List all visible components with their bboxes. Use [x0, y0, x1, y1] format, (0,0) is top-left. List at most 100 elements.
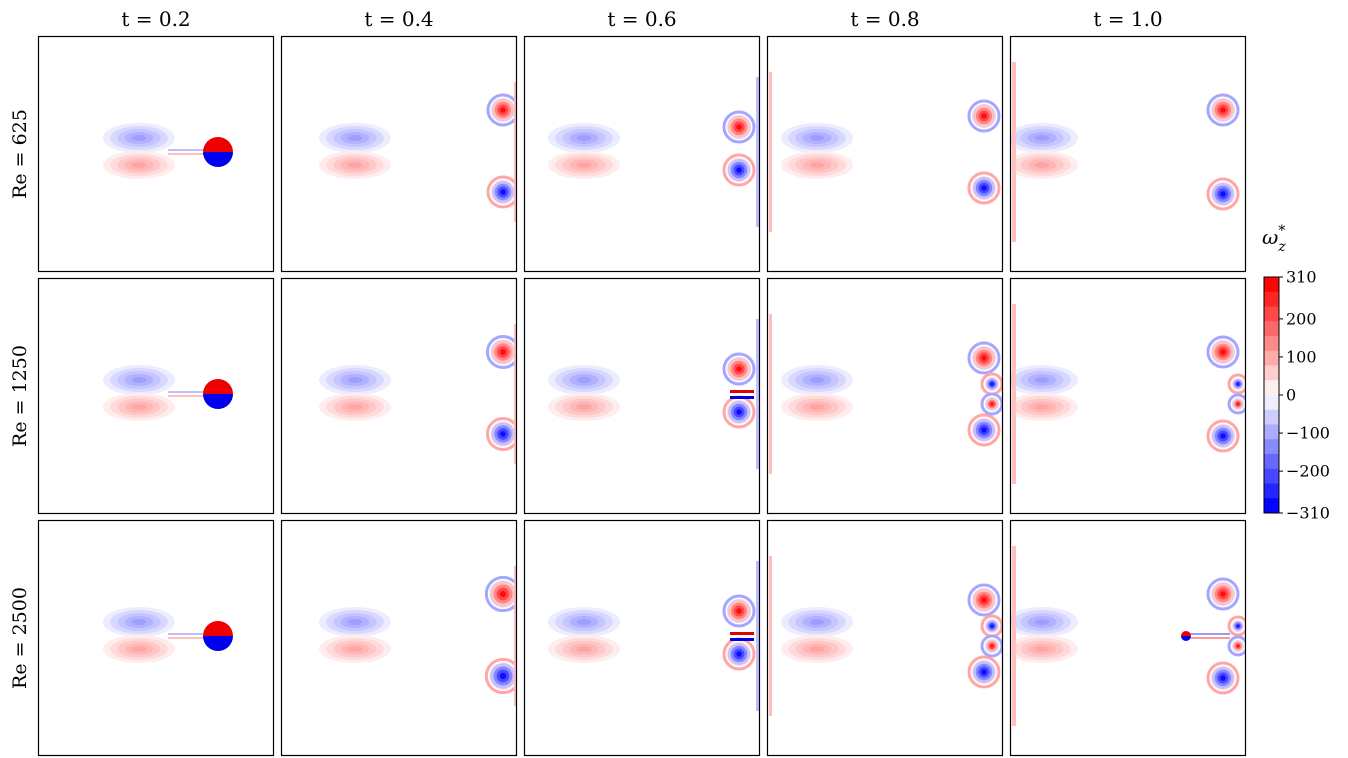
contour-level: [990, 382, 994, 386]
column-title: t = 0.2: [121, 7, 190, 31]
wall-vorticity-layer: [1012, 546, 1016, 726]
lower-vortex-region: [1010, 151, 1078, 179]
vortex-halo: [967, 583, 1001, 617]
vortex-core: [1233, 399, 1243, 409]
panel-frame: [523, 519, 761, 757]
colorbar: 310 200 100 0 −100 −200 −310 ω* z: [1262, 223, 1330, 523]
row-title: Re = 2500: [9, 587, 31, 689]
shear-layer: [168, 149, 208, 151]
contour-level: [736, 608, 742, 614]
contour-level: [1034, 377, 1050, 383]
vortex-core: [973, 347, 995, 369]
contour-level: [736, 167, 742, 173]
colorbar-tick-label: 0: [1286, 386, 1296, 405]
upper-vortex-region: [103, 123, 175, 153]
wall-vorticity-layer: [514, 82, 517, 222]
colorbar-tick-label: −310: [1286, 504, 1330, 523]
lower-vortex-region: [319, 151, 391, 179]
upper-vortex-region: [781, 365, 853, 395]
jet-vortex-positive: [203, 379, 233, 394]
contour-level: [1236, 402, 1240, 406]
vorticity-field: [1010, 304, 1246, 484]
vortex-core: [973, 661, 995, 683]
vortex-halo: [722, 594, 756, 628]
panel: [1009, 277, 1247, 515]
vortex-core: [728, 116, 750, 138]
panel-background: [281, 36, 517, 272]
vorticity-field: [319, 566, 517, 706]
contour-level: [809, 377, 825, 383]
upper-vortex-region: [781, 123, 853, 153]
lower-vortex-region: [319, 635, 391, 663]
panel: [1009, 519, 1247, 757]
colorbar-level: [1264, 277, 1279, 293]
vortex-halo: [484, 575, 517, 613]
vortex-core: [986, 398, 998, 410]
vortex-halo: [1206, 335, 1240, 369]
vortex-core: [728, 401, 750, 423]
contour-level: [576, 646, 592, 652]
vortex-core: [728, 643, 750, 665]
wall-vorticity-layer: [514, 324, 517, 464]
vorticity-field: [548, 319, 759, 469]
row-title: Re = 625: [9, 109, 31, 199]
vortex-halo: [967, 99, 1001, 133]
contour-level: [990, 624, 994, 628]
upper-vortex-region: [1010, 365, 1078, 395]
vortex-halo: [1227, 373, 1246, 395]
contour-level: [1034, 646, 1050, 652]
colorbar-tick-label: −100: [1286, 424, 1330, 443]
vorticity-field: [769, 556, 1003, 716]
vortex-halo: [485, 334, 517, 370]
contour-level: [1034, 619, 1050, 625]
panel-background: [281, 520, 517, 756]
contour-level: [347, 377, 363, 383]
contour-level: [131, 162, 147, 168]
contour-level: [1220, 349, 1226, 355]
contour-level: [981, 427, 987, 433]
colorbar-level: [1264, 380, 1279, 396]
wall-vorticity-layer: [1012, 304, 1016, 484]
vortex-core: [728, 159, 750, 181]
upper-vortex-region: [319, 365, 391, 395]
contour-level: [809, 404, 825, 410]
contour-level: [1220, 107, 1226, 113]
lower-vortex-region: [1010, 635, 1078, 663]
colorbar-level: [1264, 424, 1279, 440]
panel-frame: [37, 519, 275, 757]
wall-vorticity-layer: [514, 566, 517, 706]
jet-vortex-negative: [1181, 636, 1191, 641]
contour-level: [347, 619, 363, 625]
vorticity-field: [103, 365, 233, 421]
colorbar-level: [1264, 365, 1279, 381]
panel: [1009, 35, 1247, 273]
upper-vortex-region: [781, 607, 853, 637]
colorbar-title-sub: z: [1277, 239, 1286, 255]
jet-vortex-positive: [203, 621, 233, 636]
contour-level: [347, 135, 363, 141]
contour-level: [809, 619, 825, 625]
panel-background: [524, 36, 760, 272]
panel-frame: [37, 35, 275, 273]
colorbar-level: [1264, 483, 1279, 499]
shear-layer: [168, 637, 208, 639]
wall-vorticity-layer: [1012, 62, 1016, 242]
lower-vortex-region: [103, 635, 175, 663]
vortex-halo: [486, 175, 517, 209]
jet-vortex-negative: [203, 394, 233, 409]
colorbar-title-symbol: ω: [1262, 225, 1278, 249]
panel: [37, 35, 275, 273]
vorticity-field: [103, 607, 233, 663]
contour-level: [736, 366, 742, 372]
wall-vorticity-layer: [756, 77, 759, 227]
vortex-core: [1233, 379, 1243, 389]
panel: [280, 35, 518, 273]
vortex-core: [490, 663, 516, 689]
vortex-core: [973, 177, 995, 199]
column-titles: t = 0.2 t = 0.4 t = 0.6 t = 0.8 t = 1.0: [121, 7, 1162, 31]
vortex-core: [986, 620, 998, 632]
colorbar-tick-label: 310: [1286, 268, 1317, 287]
vortex-core: [973, 105, 995, 127]
wall-vorticity-layer: [756, 561, 759, 711]
panel-background: [281, 278, 517, 514]
